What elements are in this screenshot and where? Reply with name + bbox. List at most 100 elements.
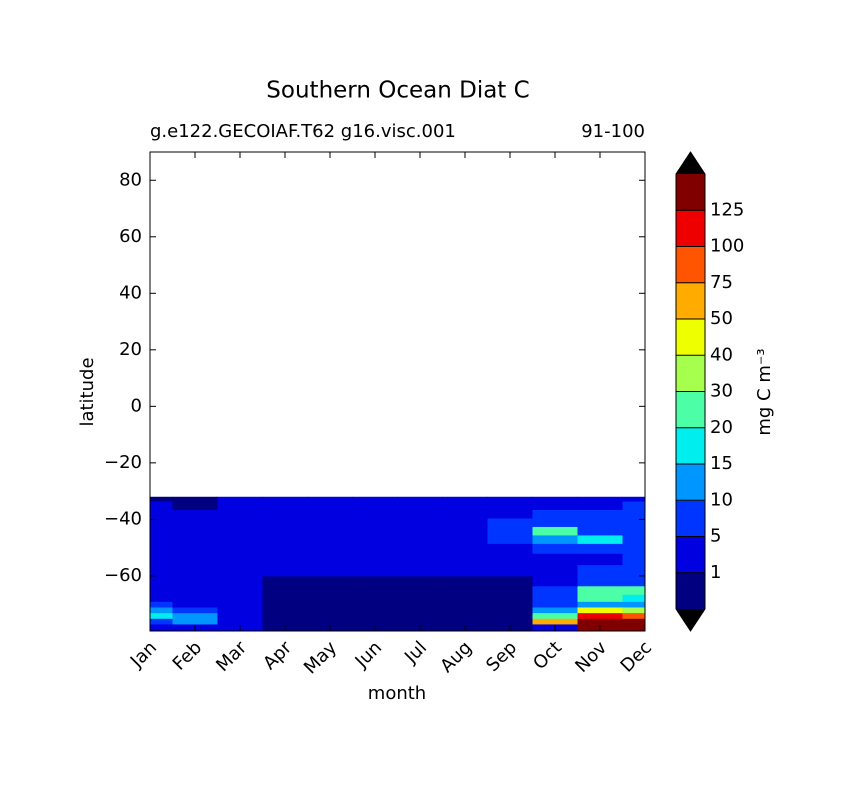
contour-cell — [217, 606, 263, 614]
contour-cell — [262, 509, 308, 519]
contour-cell — [262, 618, 308, 625]
contour-cell — [307, 517, 353, 527]
contour-cell — [397, 594, 443, 602]
contour-field — [150, 496, 646, 632]
contour-cell — [622, 496, 646, 502]
contour-cell — [442, 501, 488, 510]
contour-cell — [532, 601, 578, 608]
contour-cell — [352, 496, 398, 502]
contour-cell — [487, 594, 533, 602]
colorbar-tick-label: 30 — [710, 381, 733, 402]
contour-cell — [487, 534, 533, 544]
contour-cell — [352, 575, 398, 587]
contour-cell — [622, 564, 646, 577]
x-tick-label: Jun — [351, 637, 386, 672]
contour-cell — [622, 618, 646, 625]
contour-cell — [442, 564, 488, 577]
contour-cell — [150, 553, 173, 566]
contour-cell — [172, 517, 218, 527]
contour-cell — [487, 496, 533, 502]
contour-cell — [352, 501, 398, 510]
contour-cell — [352, 526, 398, 536]
contour-cell — [172, 509, 218, 519]
contour-cell — [352, 543, 398, 554]
contour-cell — [262, 585, 308, 595]
contour-cell — [532, 575, 578, 587]
contour-cell — [442, 496, 488, 502]
y-tick-label: 0 — [131, 395, 142, 416]
contour-cell — [442, 509, 488, 519]
contour-cell — [307, 526, 353, 536]
contour-cell — [532, 585, 578, 595]
contour-cell — [352, 612, 398, 619]
contour-cell — [262, 612, 308, 619]
contour-cell — [442, 517, 488, 527]
x-tick-label: Mar — [212, 637, 251, 676]
contour-cell — [172, 594, 218, 602]
contour-cell — [487, 564, 533, 577]
y-tick-label: 20 — [119, 339, 142, 360]
colorbar-segment — [676, 464, 705, 501]
colorbar-tick-label: 40 — [710, 344, 733, 365]
x-tick-label: Jan — [126, 637, 161, 672]
contour-cell — [150, 534, 173, 544]
contour-cell — [397, 553, 443, 566]
y-tick-label: −60 — [104, 565, 142, 586]
contour-cell — [352, 509, 398, 519]
colorbar-segment — [676, 319, 705, 356]
contour-cell — [150, 501, 173, 510]
x-axis-label: month — [368, 683, 426, 704]
contour-cell — [352, 564, 398, 577]
contour-cell — [262, 501, 308, 510]
contour-cell — [150, 623, 173, 632]
colorbar-extend-high — [676, 152, 705, 174]
contour-cell — [487, 501, 533, 510]
contour-cell — [352, 585, 398, 595]
contour-cell — [577, 575, 623, 587]
contour-cell — [307, 564, 353, 577]
contour-cell — [352, 618, 398, 625]
contour-cell — [262, 601, 308, 608]
contour-cell — [150, 618, 173, 625]
contour-cell — [150, 526, 173, 536]
contour-cell — [150, 606, 173, 614]
contour-cell — [150, 496, 173, 502]
colorbar-segment — [676, 500, 705, 537]
contour-cell — [217, 564, 263, 577]
contour-cell — [352, 606, 398, 614]
contour-cell — [352, 594, 398, 602]
contour-cell — [352, 517, 398, 527]
contour-cell — [622, 517, 646, 527]
contour-cell — [307, 496, 353, 502]
contour-cell — [532, 564, 578, 577]
contour-cell — [262, 594, 308, 602]
contour-cell — [442, 606, 488, 614]
contour-cell — [442, 534, 488, 544]
contour-cell — [397, 501, 443, 510]
contour-cell — [577, 517, 623, 527]
contour-cell — [622, 612, 646, 619]
contour-cell — [577, 534, 623, 544]
y-axis-label: latitude — [77, 357, 98, 426]
colorbar-segment — [676, 536, 705, 574]
contour-cell — [622, 553, 646, 566]
contour-cell — [172, 585, 218, 595]
contour-cell — [352, 553, 398, 566]
colorbar-tick-label: 1 — [710, 562, 721, 583]
colorbar-tick-label: 100 — [710, 236, 744, 257]
contour-cell — [577, 553, 623, 566]
contour-cell — [577, 594, 623, 602]
contour-cell — [262, 496, 308, 502]
contour-cell — [307, 501, 353, 510]
x-tick-label: Jul — [400, 637, 431, 668]
contour-cell — [262, 517, 308, 527]
contour-cell — [217, 526, 263, 536]
x-tick-label: Aug — [436, 637, 476, 677]
contour-cell — [150, 612, 173, 619]
y-tick-label: 40 — [119, 282, 142, 303]
contour-cell — [532, 526, 578, 536]
contour-cell — [262, 534, 308, 544]
contour-cell — [532, 496, 578, 502]
contour-cell — [487, 585, 533, 595]
contour-cell — [217, 534, 263, 544]
